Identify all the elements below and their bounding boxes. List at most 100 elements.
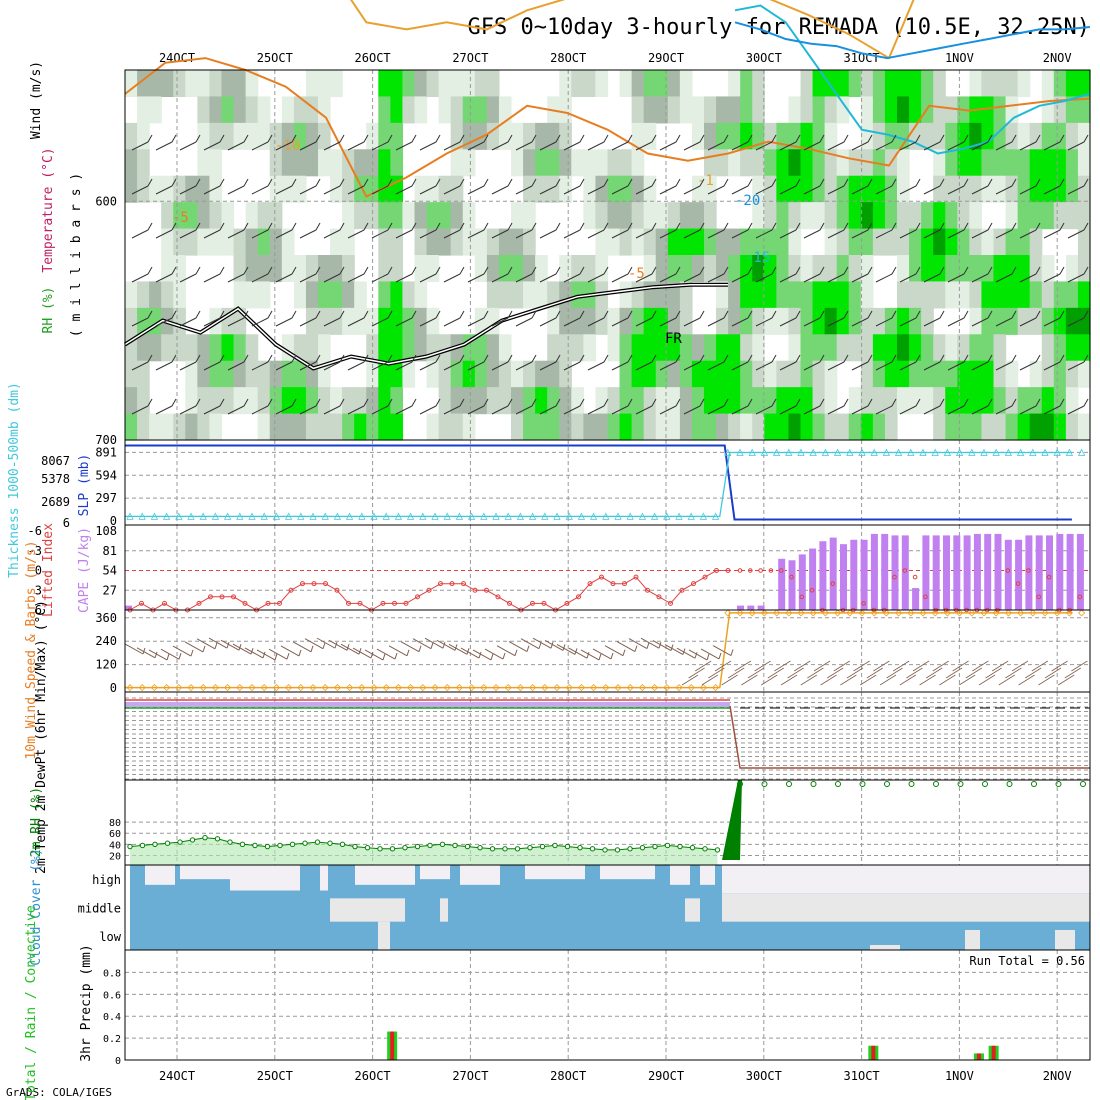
rh-cell [631, 360, 645, 388]
li-marker [799, 594, 805, 600]
wind-speed-marker [382, 684, 390, 692]
rh-cell [125, 149, 138, 177]
wind-speed-marker [614, 684, 622, 692]
rh-cell [667, 228, 681, 256]
rh-marker [489, 846, 496, 852]
wind-barb [1067, 354, 1089, 371]
wind-barb [947, 354, 969, 371]
rh-cell [764, 413, 777, 441]
rh-cell [354, 413, 367, 441]
thickness-marker [1016, 448, 1025, 456]
wind-barb [251, 178, 273, 195]
wind-barb-10m [807, 667, 824, 679]
rh-cell [318, 122, 331, 150]
rh-cell [233, 228, 247, 256]
rh-cell [981, 149, 995, 177]
rh-cell [993, 228, 1007, 256]
li-marker [691, 581, 696, 587]
li-marker [599, 574, 604, 580]
rh-cell [764, 281, 777, 309]
rh-cell [366, 307, 379, 335]
wind-barb-10m [496, 645, 518, 657]
rh-cell [981, 96, 995, 124]
rh-cell [619, 387, 633, 415]
wind-barb [155, 222, 177, 239]
wind-barb [539, 266, 561, 283]
rh-cell [233, 281, 247, 309]
wind-barb [707, 310, 729, 327]
rh-cell [691, 387, 705, 415]
rh-cell [776, 149, 790, 177]
rh-cell [679, 202, 693, 230]
li-marker [139, 600, 144, 606]
rh-cell [631, 281, 645, 309]
rh-cell [462, 413, 476, 441]
wind-barb [443, 134, 465, 151]
date-label-bottom: 2NOV [1043, 1069, 1072, 1083]
rh-cell [643, 387, 657, 415]
wind-barb [179, 134, 201, 151]
li-marker [162, 600, 167, 606]
cape-li-panel [125, 525, 1090, 613]
rh-cell [643, 202, 657, 230]
rh-marker [464, 843, 471, 850]
rh-cell [788, 360, 802, 388]
rh-cell [909, 307, 922, 335]
rh-marker [539, 843, 546, 850]
wind-barb-10m [780, 674, 798, 686]
rh-cell [704, 255, 717, 283]
wind-barb-10m [972, 660, 989, 672]
rh-cell [185, 387, 198, 415]
rh-marker [514, 846, 521, 852]
rh-cell [342, 175, 355, 203]
rh-cell [125, 122, 138, 150]
rh-cell [1041, 202, 1055, 230]
rh-cell [848, 387, 862, 415]
wind-barb [779, 266, 801, 283]
rh-cell [691, 255, 705, 283]
li-marker [323, 581, 328, 587]
top-date-axis: 24OCT 25OCT 26OCT 27OCT 28OCT 29OCT 30OCT 31OCT… [159, 51, 1072, 65]
wind-barb-10m [1011, 660, 1029, 672]
wind-barb [659, 310, 681, 327]
rh-cell [1017, 149, 1031, 177]
wind-speed-marker [248, 684, 256, 692]
rh-cell [535, 122, 548, 150]
rh-cell [354, 202, 367, 230]
wind-barb-10m [196, 638, 218, 650]
wind-speed-marker [760, 609, 768, 617]
rh-cell [523, 255, 536, 283]
rh-cell [860, 228, 874, 256]
wind-speed-line [125, 612, 1072, 689]
wind-barb [635, 178, 657, 195]
rh-cell [257, 360, 271, 388]
wind-barb [299, 134, 321, 151]
wind-barb [539, 178, 561, 195]
li-marker [809, 587, 815, 593]
rh-cell [619, 228, 633, 256]
wind-barb [707, 222, 729, 239]
wind-barb-10m [580, 649, 602, 661]
thickness-marker [797, 448, 805, 456]
rh-cell [1005, 202, 1019, 230]
precip-convective-bar [991, 1045, 996, 1060]
rh-cell [511, 387, 524, 415]
rh-cell [547, 307, 560, 335]
rh-cell [402, 202, 416, 230]
precip-tick-label: 0 [115, 1056, 121, 1067]
rh-cell [981, 255, 995, 283]
wind-speed-marker [468, 684, 476, 692]
wind-barb-10m [664, 644, 686, 655]
li-marker [725, 568, 731, 573]
rh-cell [245, 387, 259, 415]
precip-type-axis-title: Total / Rain / Convective [24, 905, 39, 1100]
cloud-mid-gap [440, 898, 448, 922]
rh-cell [535, 360, 548, 388]
li-marker [357, 600, 363, 606]
rh-cell [667, 360, 681, 388]
date-label-top: 30OCT [746, 51, 782, 65]
wind-barb [443, 178, 465, 195]
wind-barb-10m [424, 637, 446, 649]
rh-cell [897, 360, 910, 388]
rh-cell [848, 413, 862, 441]
